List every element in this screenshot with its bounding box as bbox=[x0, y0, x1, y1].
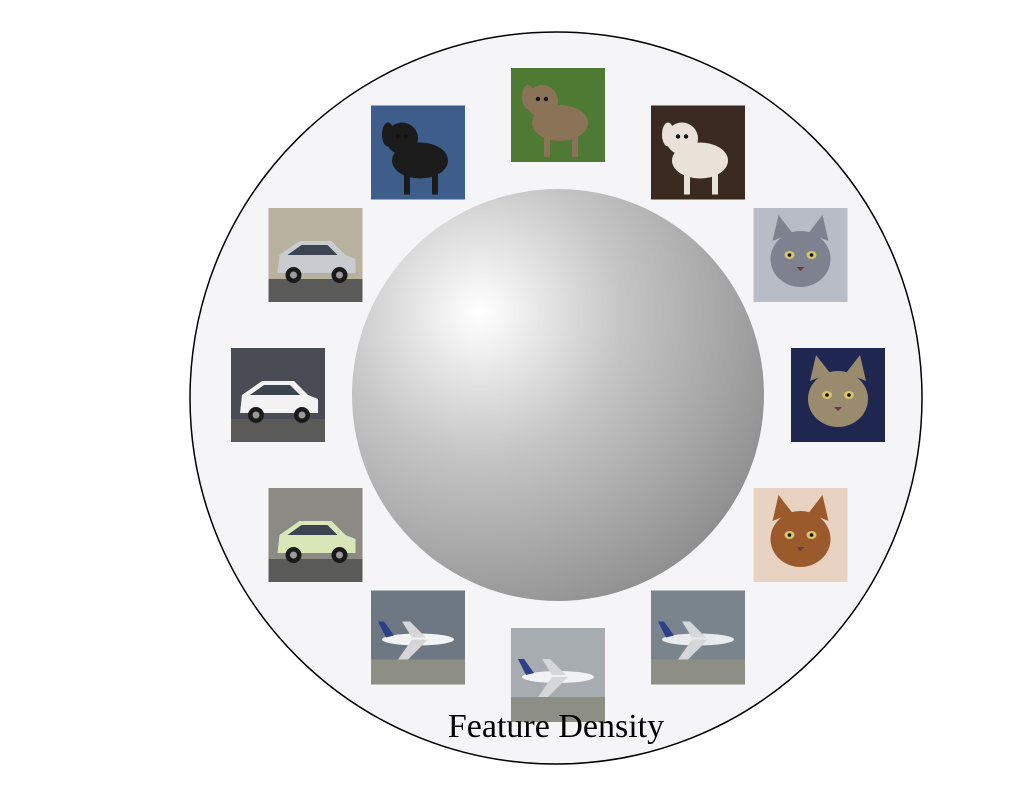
thumbnail-cat-tabby-dark bbox=[791, 348, 885, 442]
thumbnail-plane-airliner bbox=[511, 628, 605, 722]
thumbnail-plane-orange-jet bbox=[651, 590, 745, 685]
thumbnail-dog-jack-russell bbox=[651, 105, 745, 200]
caption-feature-density: Feature Density bbox=[448, 708, 664, 745]
thumbnail-plane-seaplane bbox=[371, 590, 465, 685]
thumbnail-car-cobra bbox=[268, 208, 363, 302]
thumbnail-car-bmw bbox=[231, 348, 325, 442]
center-sphere bbox=[352, 189, 764, 601]
thumbnail-dog-black-chihuahua bbox=[371, 105, 465, 200]
thumbnail-dog-terrier-grass bbox=[511, 68, 605, 162]
thumbnail-car-smart bbox=[268, 488, 363, 582]
thumbnail-cat-orange bbox=[753, 488, 848, 582]
thumbnail-ring bbox=[231, 68, 885, 722]
thumbnail-cat-pallas bbox=[753, 208, 848, 302]
